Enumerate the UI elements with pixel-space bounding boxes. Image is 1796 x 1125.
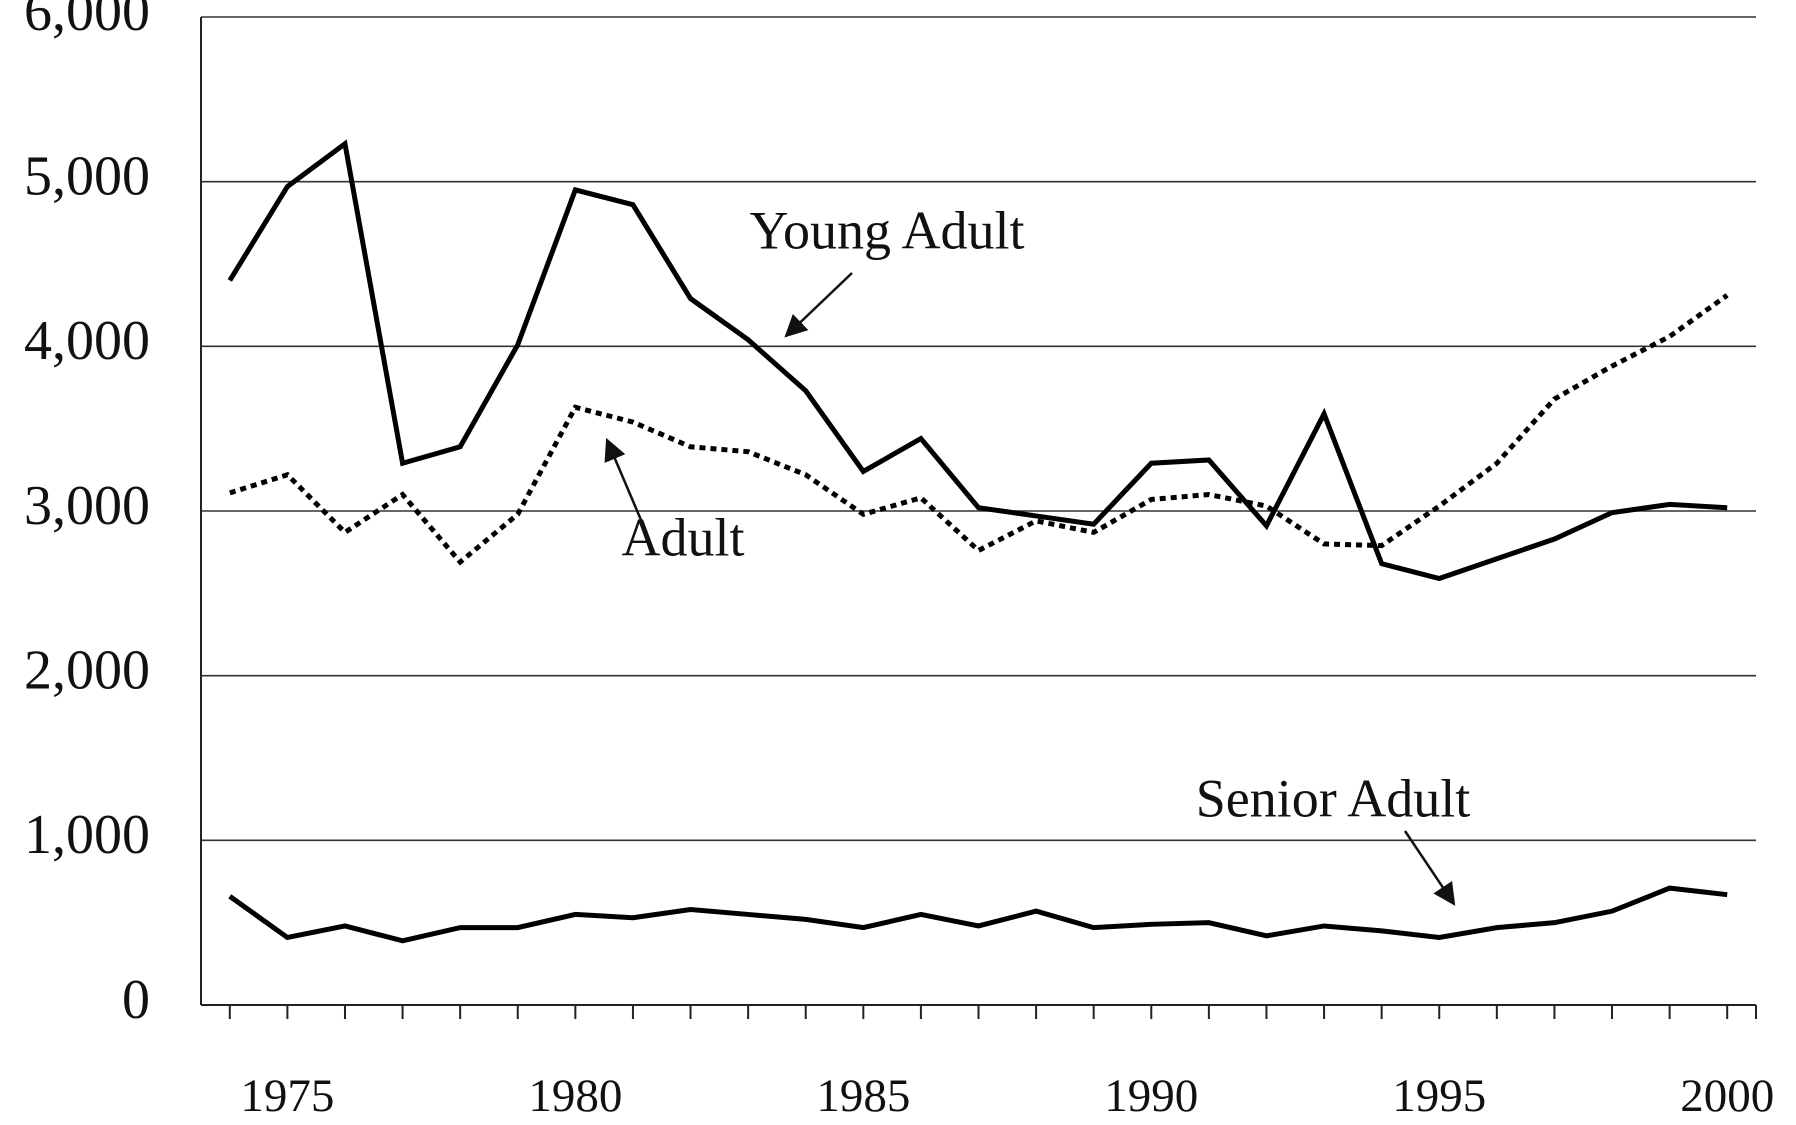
y-tick-label: 6,000 (24, 0, 150, 43)
series-line (228, 885, 1728, 944)
series-line (229, 293, 1729, 566)
y-tick-label: 2,000 (24, 640, 150, 702)
x-tick-label: 1995 (1392, 1070, 1486, 1122)
x-tick-label: 2000 (1680, 1070, 1774, 1122)
x-tick-label: 1990 (1104, 1070, 1198, 1122)
annotation: Senior Adult (1196, 768, 1471, 828)
y-tick-label: 5,000 (24, 146, 150, 208)
x-tick-label: 1985 (816, 1070, 910, 1122)
x-tick-label: 1980 (528, 1070, 622, 1122)
y-tick-label: 1,000 (24, 804, 150, 866)
y-tick-label: 4,000 (24, 310, 150, 372)
annotation-arrow (1403, 830, 1456, 906)
annotation: Adult (621, 507, 744, 567)
series-line (227, 139, 1728, 582)
y-tick-label: 3,000 (24, 475, 150, 537)
annotation: Young Adult (749, 200, 1024, 260)
annotation-arrow (604, 437, 643, 521)
y-tick-label: 0 (122, 969, 150, 1031)
x-tick-label: 1975 (240, 1070, 334, 1122)
annotation-arrow (784, 272, 853, 338)
